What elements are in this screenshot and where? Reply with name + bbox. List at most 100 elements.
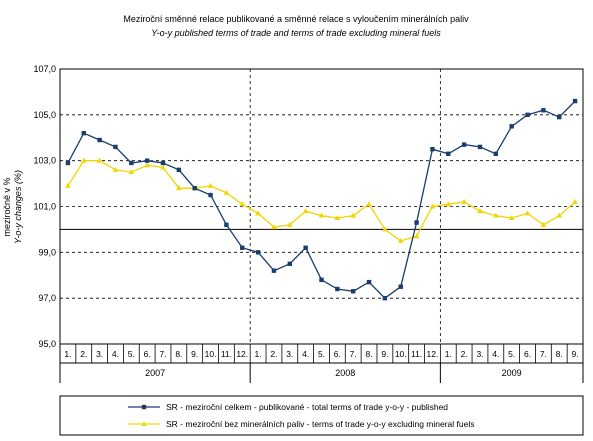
month-label: 10. xyxy=(205,349,217,359)
year-label: 2007 xyxy=(145,368,165,378)
data-point xyxy=(65,160,71,166)
data-point xyxy=(144,162,150,168)
month-label: 1. xyxy=(64,349,71,359)
data-point xyxy=(255,250,261,255)
data-point xyxy=(572,198,578,204)
month-label: 5. xyxy=(128,349,135,359)
data-point xyxy=(271,224,277,230)
data-point xyxy=(334,214,341,220)
legend-entry: SR - meziroční celkem - publikované - to… xyxy=(166,402,448,412)
month-label: 6. xyxy=(334,349,341,359)
y-tick-label: 105,0 xyxy=(33,110,56,120)
data-point xyxy=(429,203,436,209)
data-point xyxy=(271,268,277,273)
data-point xyxy=(208,192,213,198)
data-point xyxy=(318,212,325,218)
month-label: 11. xyxy=(221,349,232,359)
data-point xyxy=(160,160,166,166)
data-point xyxy=(319,277,324,283)
data-point xyxy=(461,198,467,204)
data-point xyxy=(541,108,546,113)
month-label: 10. xyxy=(395,349,407,359)
data-point xyxy=(160,164,166,170)
data-point xyxy=(366,279,372,285)
legend-entry: SR - meziroční bez minerálních paliv - t… xyxy=(166,419,474,429)
year-label: 2009 xyxy=(502,368,522,378)
data-point xyxy=(413,233,420,239)
data-point xyxy=(556,212,563,218)
plot-area: 95,0 97,0 99,0 101,0 103,0 105,0 107,0 1. 2. 3. 4.… xyxy=(33,64,584,383)
data-point xyxy=(350,289,356,294)
data-point xyxy=(350,212,356,218)
month-label: 4. xyxy=(492,349,499,359)
month-label: 3. xyxy=(286,349,293,359)
month-label: 12. xyxy=(427,349,439,359)
data-point xyxy=(477,208,483,214)
data-point xyxy=(128,169,135,175)
data-point xyxy=(508,214,515,220)
chart-title: Meziroční směnné relace publikované a sm… xyxy=(123,14,469,24)
data-point xyxy=(240,245,245,250)
month-label: 5. xyxy=(318,349,325,359)
month-label: 2. xyxy=(461,349,468,359)
data-point xyxy=(461,142,467,147)
data-point xyxy=(445,201,452,207)
data-point xyxy=(382,226,388,232)
y-tick-label: 103,0 xyxy=(33,156,56,166)
month-label: 9. xyxy=(572,349,579,359)
data-point xyxy=(97,137,102,143)
y-tick-label: 99,0 xyxy=(38,247,56,257)
data-point xyxy=(493,151,499,156)
data-point xyxy=(81,130,86,136)
data-point xyxy=(509,124,514,129)
month-label: 11. xyxy=(411,349,422,359)
data-point xyxy=(303,245,308,250)
data-point xyxy=(493,212,499,218)
legend-marker xyxy=(141,404,147,410)
month-label: 4. xyxy=(112,349,119,359)
month-label: 8. xyxy=(556,349,563,359)
data-point xyxy=(129,160,134,166)
chart-subtitle: Y-o-y published terms of trade and terms… xyxy=(151,28,441,38)
legend-marker xyxy=(141,421,147,426)
month-label: 1. xyxy=(445,349,452,359)
y-axis-label-en: Y-o-y changes (%) xyxy=(13,170,23,244)
y-axis-label-english: Y-o-y changes (%) xyxy=(13,170,23,244)
data-point xyxy=(302,208,309,214)
data-point xyxy=(112,166,119,172)
y-tick-label: 101,0 xyxy=(33,202,56,212)
month-label: 5. xyxy=(508,349,515,359)
month-label: 9. xyxy=(381,349,388,359)
month-label: 8. xyxy=(365,349,372,359)
data-point xyxy=(524,210,531,216)
y-tick-label: 107,0 xyxy=(33,64,56,74)
month-label: 1. xyxy=(255,349,262,359)
month-label: 6. xyxy=(144,349,151,359)
data-point xyxy=(255,210,261,216)
month-label: 9. xyxy=(191,349,198,359)
data-point xyxy=(446,151,451,156)
data-point xyxy=(207,182,214,188)
data-point xyxy=(239,201,246,207)
month-label: 7. xyxy=(540,349,547,359)
data-point xyxy=(144,158,150,163)
month-label: 4. xyxy=(302,349,309,359)
data-point xyxy=(80,157,87,163)
data-point xyxy=(540,221,547,227)
data-point xyxy=(477,144,483,150)
data-point xyxy=(398,284,403,289)
data-point xyxy=(223,189,230,195)
data-point xyxy=(430,147,435,152)
data-point xyxy=(397,237,404,243)
year-label: 2008 xyxy=(335,368,355,378)
data-point xyxy=(96,157,103,163)
y-axis-label-cz: meziročně v % xyxy=(2,177,12,236)
data-point xyxy=(287,221,293,227)
month-label: 12. xyxy=(236,349,248,359)
y-tick-label: 95,0 xyxy=(38,339,56,349)
y-tick-label: 97,0 xyxy=(38,293,56,303)
data-point xyxy=(224,222,229,228)
month-label: 6. xyxy=(524,349,531,359)
data-point xyxy=(335,286,340,292)
data-point xyxy=(176,167,182,173)
